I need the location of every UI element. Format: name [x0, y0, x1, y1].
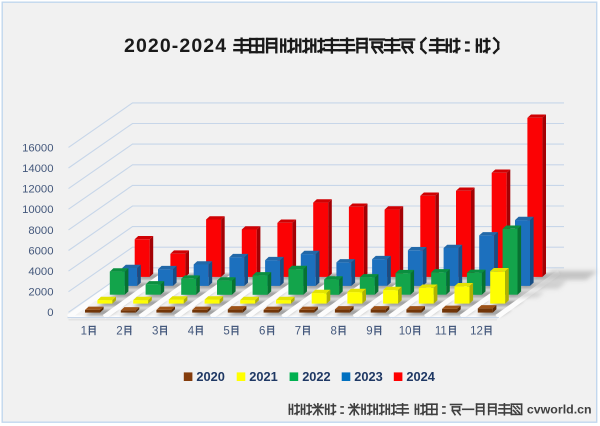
svg-text:4: 4: [188, 326, 195, 338]
svg-text:7: 7: [295, 326, 301, 338]
svg-text:1: 1: [81, 326, 87, 338]
svg-text:11: 11: [435, 326, 447, 338]
svg-text:2020-2024: 2020-2024: [124, 35, 227, 57]
svg-text:0: 0: [47, 307, 53, 319]
svg-text:16000: 16000: [22, 142, 53, 154]
svg-text:cvworld.cn: cvworld.cn: [527, 403, 592, 417]
svg-text:8: 8: [330, 326, 336, 338]
svg-text:2000: 2000: [28, 287, 53, 299]
svg-text:14000: 14000: [22, 163, 53, 175]
svg-text:12: 12: [470, 326, 483, 338]
svg-text:2023: 2023: [354, 369, 382, 384]
svg-text:9: 9: [366, 326, 372, 338]
svg-text:2: 2: [116, 326, 122, 338]
svg-text:2020: 2020: [196, 369, 224, 384]
svg-text:3: 3: [152, 326, 158, 338]
svg-text:8000: 8000: [28, 225, 53, 237]
svg-text:10: 10: [399, 326, 412, 338]
svg-text:2024: 2024: [406, 369, 435, 384]
svg-text:4000: 4000: [28, 266, 53, 278]
svg-text:10000: 10000: [22, 204, 53, 216]
svg-text:2022: 2022: [302, 369, 330, 384]
svg-text:6: 6: [259, 326, 265, 338]
svg-text:5: 5: [223, 326, 229, 338]
svg-text:12000: 12000: [22, 184, 53, 196]
svg-text:2021: 2021: [249, 369, 277, 384]
svg-text:6000: 6000: [28, 245, 53, 257]
